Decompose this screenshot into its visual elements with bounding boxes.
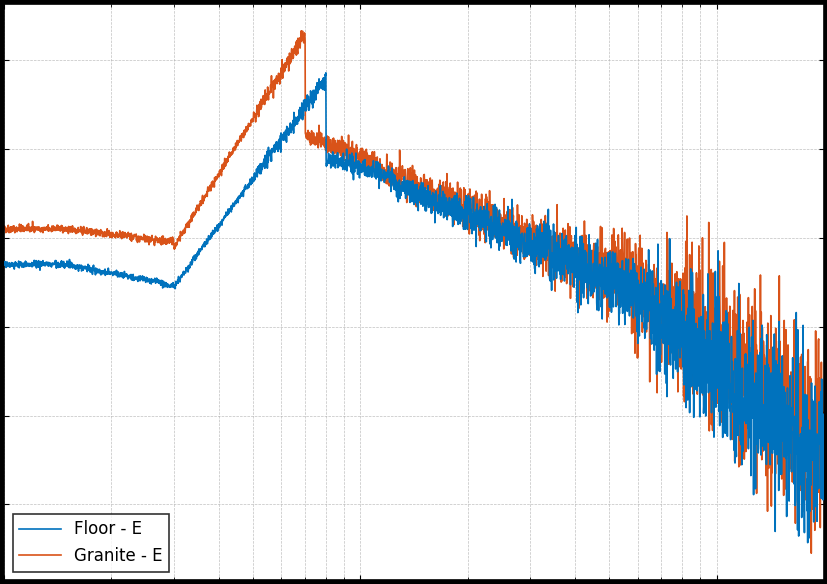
Granite - E (805, 550, 815, 557)
Floor - E (0, 260, 9, 267)
Floor - E (818, 439, 827, 446)
Granite - E (313, 136, 323, 143)
Granite - E (0, 225, 9, 232)
Floor - E (313, 81, 323, 88)
Granite - E (349, 149, 359, 156)
Line: Floor - E: Floor - E (4, 73, 823, 543)
Legend: Floor - E, Granite - E: Floor - E, Granite - E (12, 514, 170, 572)
Floor - E (801, 539, 811, 546)
Granite - E (714, 296, 724, 303)
Line: Granite - E: Granite - E (4, 31, 823, 553)
Floor - E (349, 168, 359, 175)
Floor - E (714, 422, 724, 429)
Granite - E (802, 485, 812, 492)
Granite - E (93, 228, 103, 235)
Floor - E (93, 269, 103, 276)
Floor - E (802, 503, 812, 510)
Granite - E (818, 484, 827, 491)
Granite - E (141, 236, 151, 243)
Floor - E (141, 274, 151, 281)
Granite - E (296, 27, 306, 34)
Floor - E (321, 69, 331, 77)
